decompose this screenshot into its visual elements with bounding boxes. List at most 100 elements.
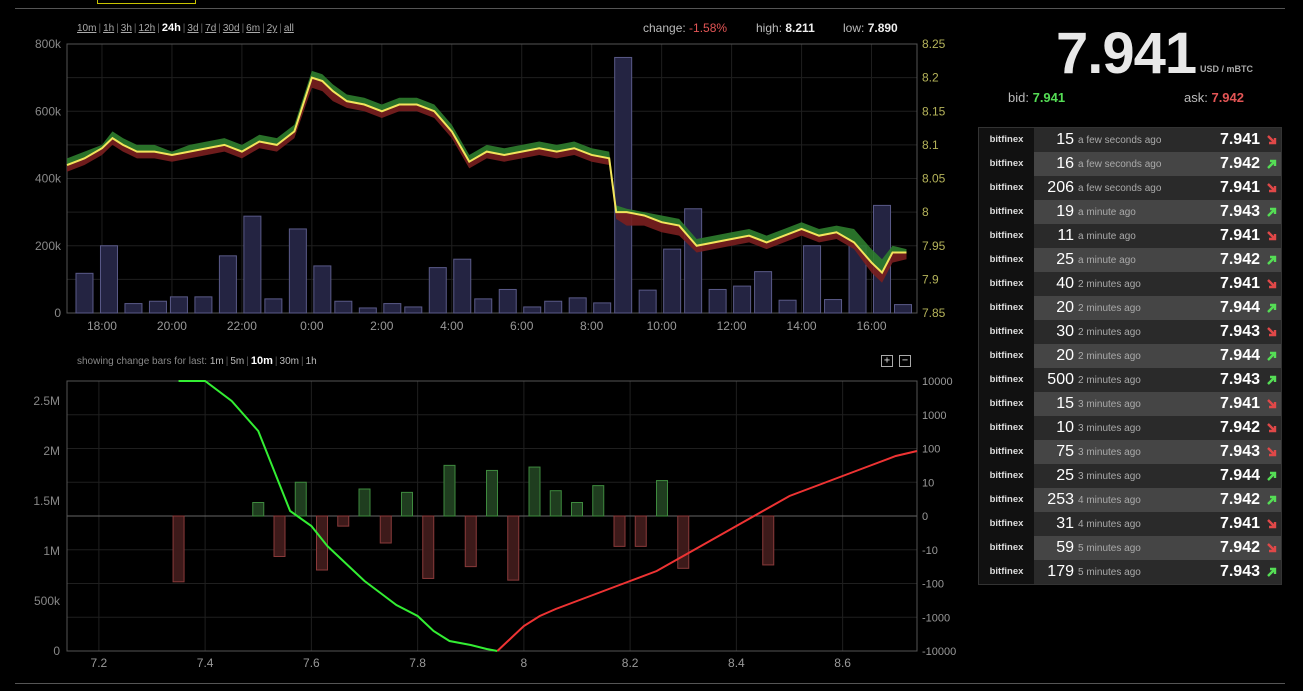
volume-bar	[358, 307, 377, 314]
change-bars-option-5m[interactable]: 5m	[230, 356, 245, 367]
change-bars-option-30m[interactable]: 30m	[279, 356, 299, 367]
range-link-3h[interactable]: 3h	[120, 23, 132, 34]
range-separator: |	[182, 23, 186, 34]
change-bars-option-1m[interactable]: 1m	[209, 356, 224, 367]
trade-amount: 11	[1057, 227, 1074, 244]
trade-price: 7.942	[1219, 539, 1260, 556]
trade-amount: 20	[1056, 299, 1074, 316]
option-separator: |	[246, 356, 249, 367]
range-link-1h[interactable]: 1h	[103, 23, 115, 34]
trade-time: 2 minutes ago	[1078, 350, 1141, 362]
x-tick-label: 2:00	[370, 319, 394, 333]
trade-exchange: bitfinex	[979, 296, 1034, 320]
range-link-24h[interactable]: 24h	[161, 22, 181, 34]
change-bar	[172, 515, 185, 583]
volume-bar	[663, 248, 682, 314]
volume-bar	[99, 245, 118, 314]
trade-price: 7.943	[1219, 371, 1260, 388]
ask-value: 7.942	[1211, 90, 1245, 105]
change-value: -1.58%	[689, 21, 728, 35]
trade-amount: 179	[1047, 563, 1074, 580]
change-bar	[592, 485, 605, 517]
y-right-tick-label: 0	[922, 511, 928, 523]
change-bar	[379, 515, 392, 544]
arrow-down-icon	[1267, 519, 1277, 529]
price-volume-chart[interactable]: 0 200k 400k 600k 800k 7.85 7.9 7.95 8 8.05 8.1 8.15…	[0, 30, 960, 340]
trade-time: 3 minutes ago	[1078, 470, 1141, 482]
range-separator: |	[133, 23, 137, 34]
arrow-down-icon	[1267, 399, 1277, 409]
arrow-up-icon	[1267, 207, 1277, 217]
y-left-tick-label: 0	[53, 644, 60, 658]
range-link-all[interactable]: all	[283, 23, 294, 34]
change-bar	[762, 515, 775, 566]
y-left-tick-label: 1M	[43, 544, 60, 558]
y-right-tick-label: -10	[922, 545, 938, 557]
volume-bar	[383, 303, 402, 314]
y-right-tick-label: 10	[922, 477, 934, 489]
change-bar	[656, 480, 668, 517]
change-bar	[337, 515, 350, 527]
trade-time: 4 minutes ago	[1078, 494, 1141, 506]
ask-display: ask: 7.942	[1184, 90, 1245, 105]
volume-bar	[778, 299, 797, 314]
x-tick-label: 8	[521, 656, 528, 670]
range-link-3d[interactable]: 3d	[187, 23, 199, 34]
bid-value: 7.941	[1032, 90, 1066, 105]
y-right-tick-label: 7.9	[922, 272, 939, 286]
change-bars-option-10m[interactable]: 10m	[250, 355, 273, 367]
trade-exchange: bitfinex	[979, 464, 1034, 488]
range-selector: 10m | 1h | 3h | 12h | 24h | 3d | 7d | 30d | 6m | 2y | all	[77, 22, 294, 34]
trade-row: bitfinex 31 4 minutes ago 7.941	[979, 512, 1281, 536]
x-tick-label: 20:00	[157, 319, 187, 333]
asks-depth-line	[496, 450, 918, 652]
trade-time: a few seconds ago	[1078, 182, 1162, 194]
volume-bar	[894, 304, 913, 314]
trade-row: bitfinex 16 a few seconds ago 7.942	[979, 152, 1281, 176]
trade-exchange: bitfinex	[979, 368, 1034, 392]
trade-row: bitfinex 179 5 minutes ago 7.943	[979, 560, 1281, 584]
range-separator: |	[218, 23, 221, 34]
range-link-7d[interactable]: 7d	[205, 23, 217, 34]
volume-bar	[313, 265, 332, 314]
x-tick-label: 8.2	[622, 656, 639, 670]
trade-row: bitfinex 206 a few seconds ago 7.941	[979, 176, 1281, 200]
range-link-6m[interactable]: 6m	[246, 23, 261, 34]
x-tick-label: 10:00	[647, 319, 677, 333]
change-bars-option-1h[interactable]: 1h	[305, 356, 317, 367]
volume-bar	[733, 285, 752, 314]
range-separator: |	[262, 23, 265, 34]
range-link-2y[interactable]: 2y	[266, 23, 278, 34]
volume-bar	[288, 228, 307, 314]
range-link-10m[interactable]: 10m	[77, 23, 97, 34]
bids-depth-line	[178, 380, 498, 652]
arrow-up-icon	[1267, 471, 1277, 481]
price-unit: USD / mBTC	[1200, 64, 1254, 74]
range-separator: |	[116, 23, 119, 34]
selected-tab-indicator	[97, 0, 196, 4]
change-bar	[252, 502, 265, 517]
high-value: 8.211	[785, 21, 815, 35]
trade-price: 7.941	[1219, 515, 1260, 532]
volume-bar	[638, 289, 657, 314]
trade-amount: 15	[1056, 131, 1074, 148]
trade-price: 7.942	[1219, 491, 1260, 508]
trade-time: a few seconds ago	[1078, 134, 1162, 146]
trade-price: 7.941	[1219, 275, 1260, 292]
range-link-12h[interactable]: 12h	[138, 23, 156, 34]
zoom-out-button[interactable]: −	[899, 355, 911, 367]
range-separator: |	[157, 23, 160, 34]
trade-price: 7.941	[1219, 395, 1260, 412]
trade-amount: 10	[1056, 419, 1074, 436]
trade-amount: 20	[1056, 347, 1074, 364]
y-left-tick-label: 800k	[35, 37, 62, 51]
y-right-tick-label: 8.15	[922, 104, 946, 118]
range-link-30d[interactable]: 30d	[222, 23, 240, 34]
x-tick-label: 8.6	[834, 656, 851, 670]
market-depth-chart[interactable]: 0500k1M1.5M2M2.5M100001000100100-10-100-…	[0, 372, 970, 672]
change-bar	[507, 515, 520, 581]
x-tick-label: 7.6	[303, 656, 320, 670]
zoom-in-button[interactable]: +	[881, 355, 893, 367]
trade-time: 4 minutes ago	[1078, 518, 1141, 530]
volume-bar	[754, 271, 773, 314]
